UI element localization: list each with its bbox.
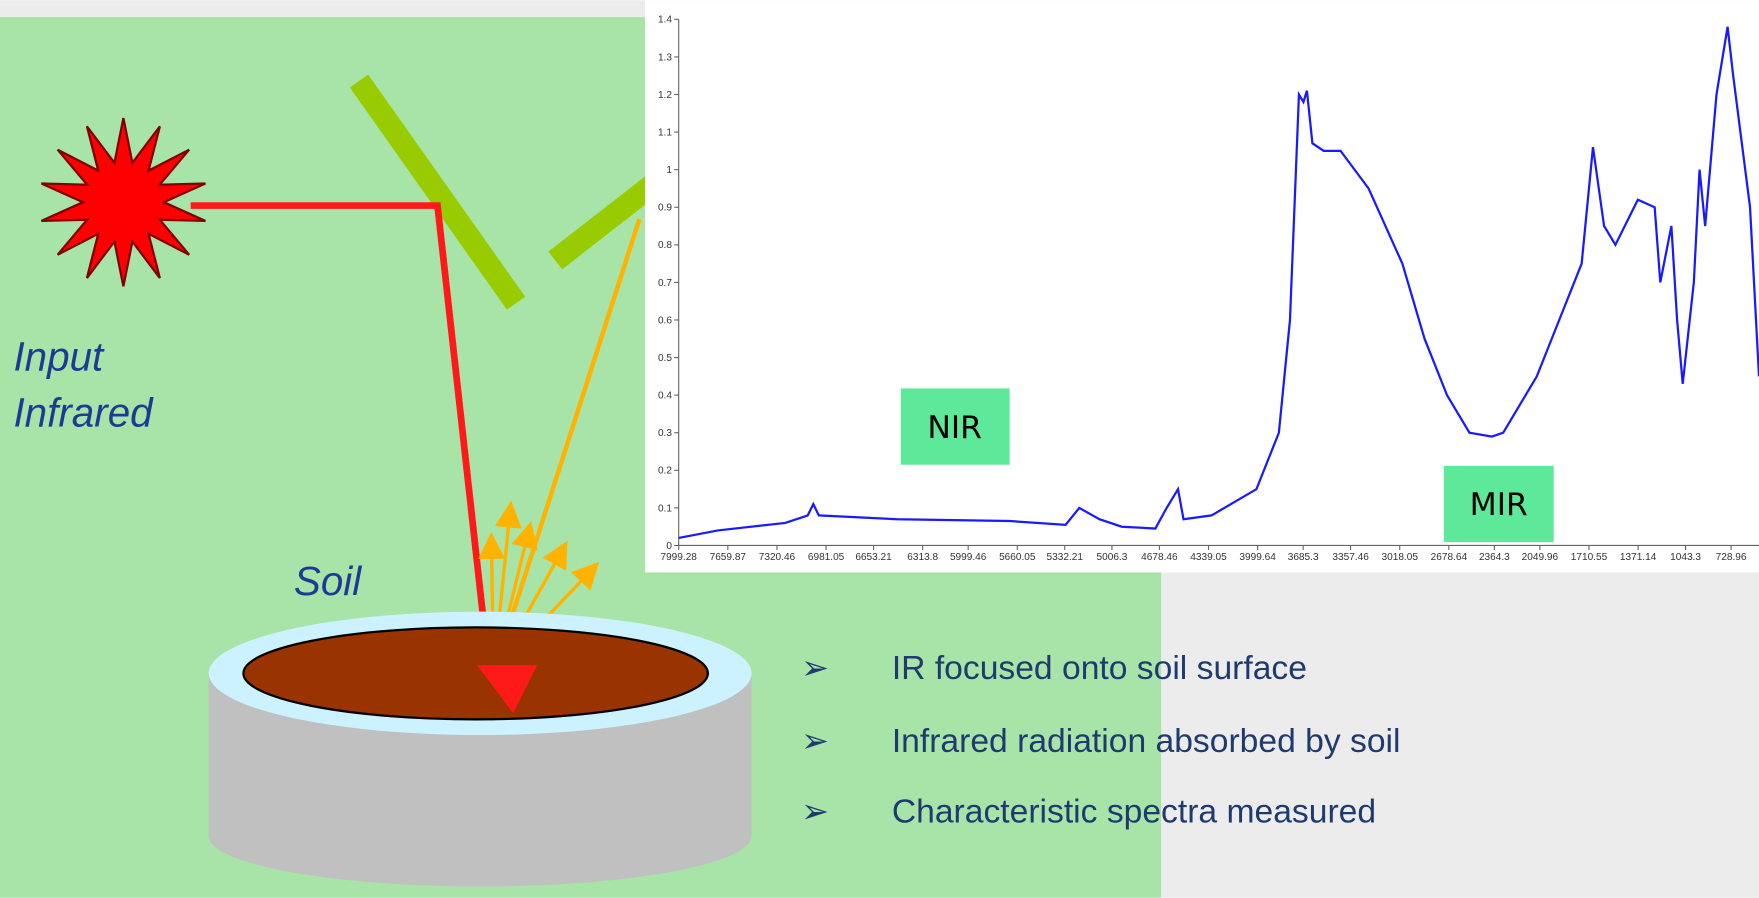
- y-tick-label: 0.8: [658, 240, 672, 251]
- spectrum-chart: 0 0.1 0.2 0.3 0.4 0.5 0.6 0.7 0.8 0.9 1 1.1 1.2 1.3 1.…: [658, 15, 1759, 563]
- y-tick-label: 0.1: [658, 503, 672, 514]
- annotation-box: [900, 388, 1010, 465]
- annotation: MIR: [1470, 487, 1528, 523]
- annotation-box: [1443, 465, 1554, 543]
- y-tick-label: 0.9: [658, 203, 672, 214]
- y-tick-label: 1.3: [658, 52, 672, 63]
- x-tick-label: 5660.05: [999, 552, 1036, 563]
- x-tick-label: 1043.3: [1670, 552, 1701, 563]
- bullet: Characteristic spectra measured: [892, 794, 1376, 831]
- bullet: Infrared radiation absorbed by soil: [892, 723, 1401, 760]
- x-tick-label: 2678.64: [1431, 552, 1468, 563]
- y-tick-label: 0.2: [658, 466, 672, 477]
- y-tick-label: 1: [666, 165, 672, 176]
- mirror: [349, 74, 526, 310]
- reflected-beam: [491, 218, 642, 675]
- bullet-list: ➢ IR focused onto soil surface ➢ Infrare…: [801, 650, 1401, 831]
- x-tick-label: 4678.46: [1141, 552, 1178, 563]
- x-tick-label: 1710.55: [1571, 552, 1608, 563]
- y-tick-label: 1.4: [658, 15, 672, 26]
- annotation: NIR: [927, 410, 982, 446]
- x-tick-label: 6981.05: [808, 552, 845, 563]
- spectrum-line: [678, 26, 1759, 540]
- x-tick-label: 3685.3: [1288, 552, 1319, 563]
- y-tick-label: 1.1: [658, 127, 672, 138]
- y-tick-label: 0.4: [658, 391, 672, 402]
- bullet-marker: ➢: [801, 650, 829, 687]
- bullet: IR focused onto soil surface: [892, 650, 1307, 687]
- x-tick-label: 5006.3: [1097, 552, 1128, 563]
- y-tick-label: 0.3: [658, 428, 672, 439]
- x-tick-label: 3999.64: [1239, 552, 1276, 563]
- x-tick-label: 4339.05: [1190, 552, 1227, 563]
- x-tick-label: 1371.14: [1620, 552, 1657, 563]
- x-tick-label: 7320.46: [759, 552, 796, 563]
- mirror: [548, 168, 669, 270]
- x-tick-label: 6653.21: [855, 552, 892, 563]
- x-tick-label: 3018.05: [1382, 552, 1419, 563]
- x-tick-label: 6313.8: [907, 552, 938, 563]
- x-tick-label: 5999.46: [950, 552, 987, 563]
- beam-tip: [477, 665, 538, 714]
- y-tick-label: 0: [666, 541, 672, 552]
- sample-label: Soil: [294, 558, 362, 604]
- source-label: Input: [13, 333, 105, 379]
- x-tick-label: 2364.3: [1479, 552, 1510, 563]
- y-tick-label: 1.2: [658, 90, 672, 101]
- x-tick-label: 728.96: [1716, 552, 1747, 563]
- y-tick-label: 0.5: [658, 353, 672, 364]
- input-beam: [190, 202, 512, 685]
- x-tick-label: 3357.46: [1332, 552, 1369, 563]
- y-tick-label: 0.7: [658, 278, 672, 289]
- bullet-marker: ➢: [801, 723, 829, 760]
- source-label: Infrared: [13, 390, 154, 436]
- spectrum-panel: [645, 0, 1759, 573]
- ir-source: [40, 117, 206, 287]
- soil-cup: [208, 611, 752, 887]
- y-tick-label: 0.6: [658, 315, 672, 326]
- bullet-marker: ➢: [801, 794, 829, 831]
- x-tick-label: 7999.28: [660, 552, 697, 563]
- x-tick-label: 5332.21: [1047, 552, 1084, 563]
- x-tick-label: 2049.96: [1522, 552, 1559, 563]
- x-tick-label: 7659.87: [710, 552, 747, 563]
